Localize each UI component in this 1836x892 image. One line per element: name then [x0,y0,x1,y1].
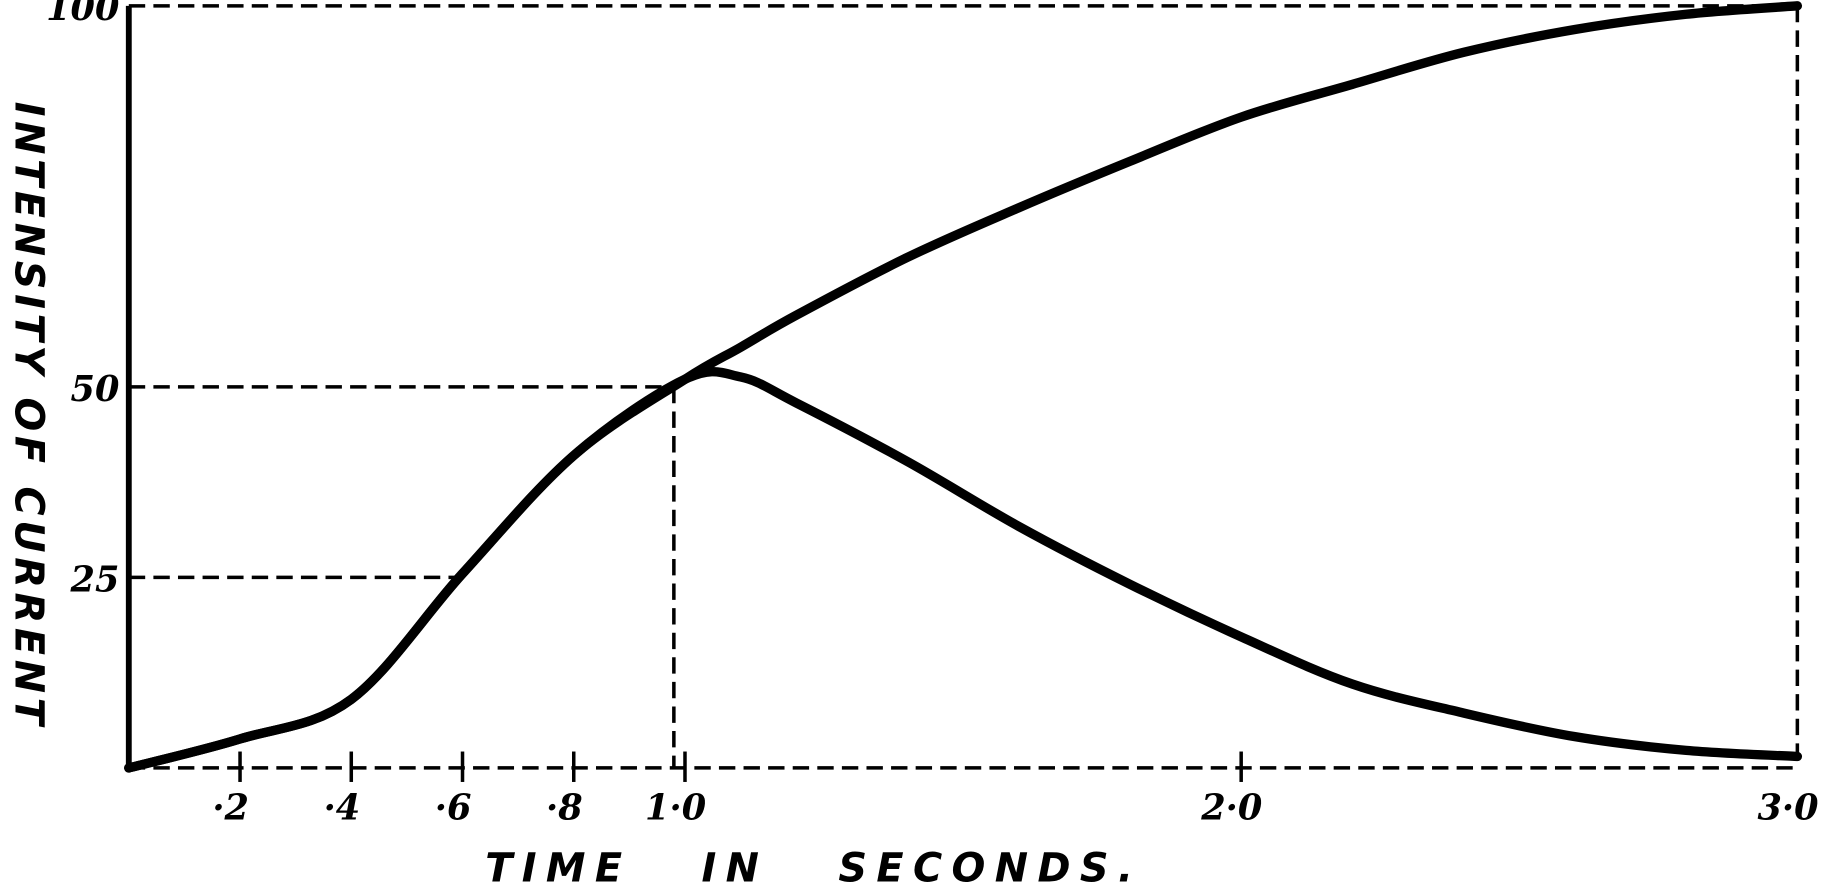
x-tick-label: 2·0 [1200,788,1263,829]
x-tick-label: 3·0 [1757,788,1819,829]
y-tick-label: 100 [46,0,120,29]
x-axis-title: TIME IN SECONDS. [485,845,1142,891]
data-line [124,367,1803,773]
x-tick-label: ·4 [324,788,361,829]
y-tick-label: 50 [71,369,120,410]
x-tick-label: ·8 [546,788,583,829]
x-tick-label: ·2 [212,788,249,829]
x-tick-label: ·6 [435,788,472,829]
x-tick-label: 1·0 [645,788,707,829]
y-tick-label: 25 [70,560,120,601]
y-axis-title: INTENSITY OF CURRENT [5,102,51,730]
